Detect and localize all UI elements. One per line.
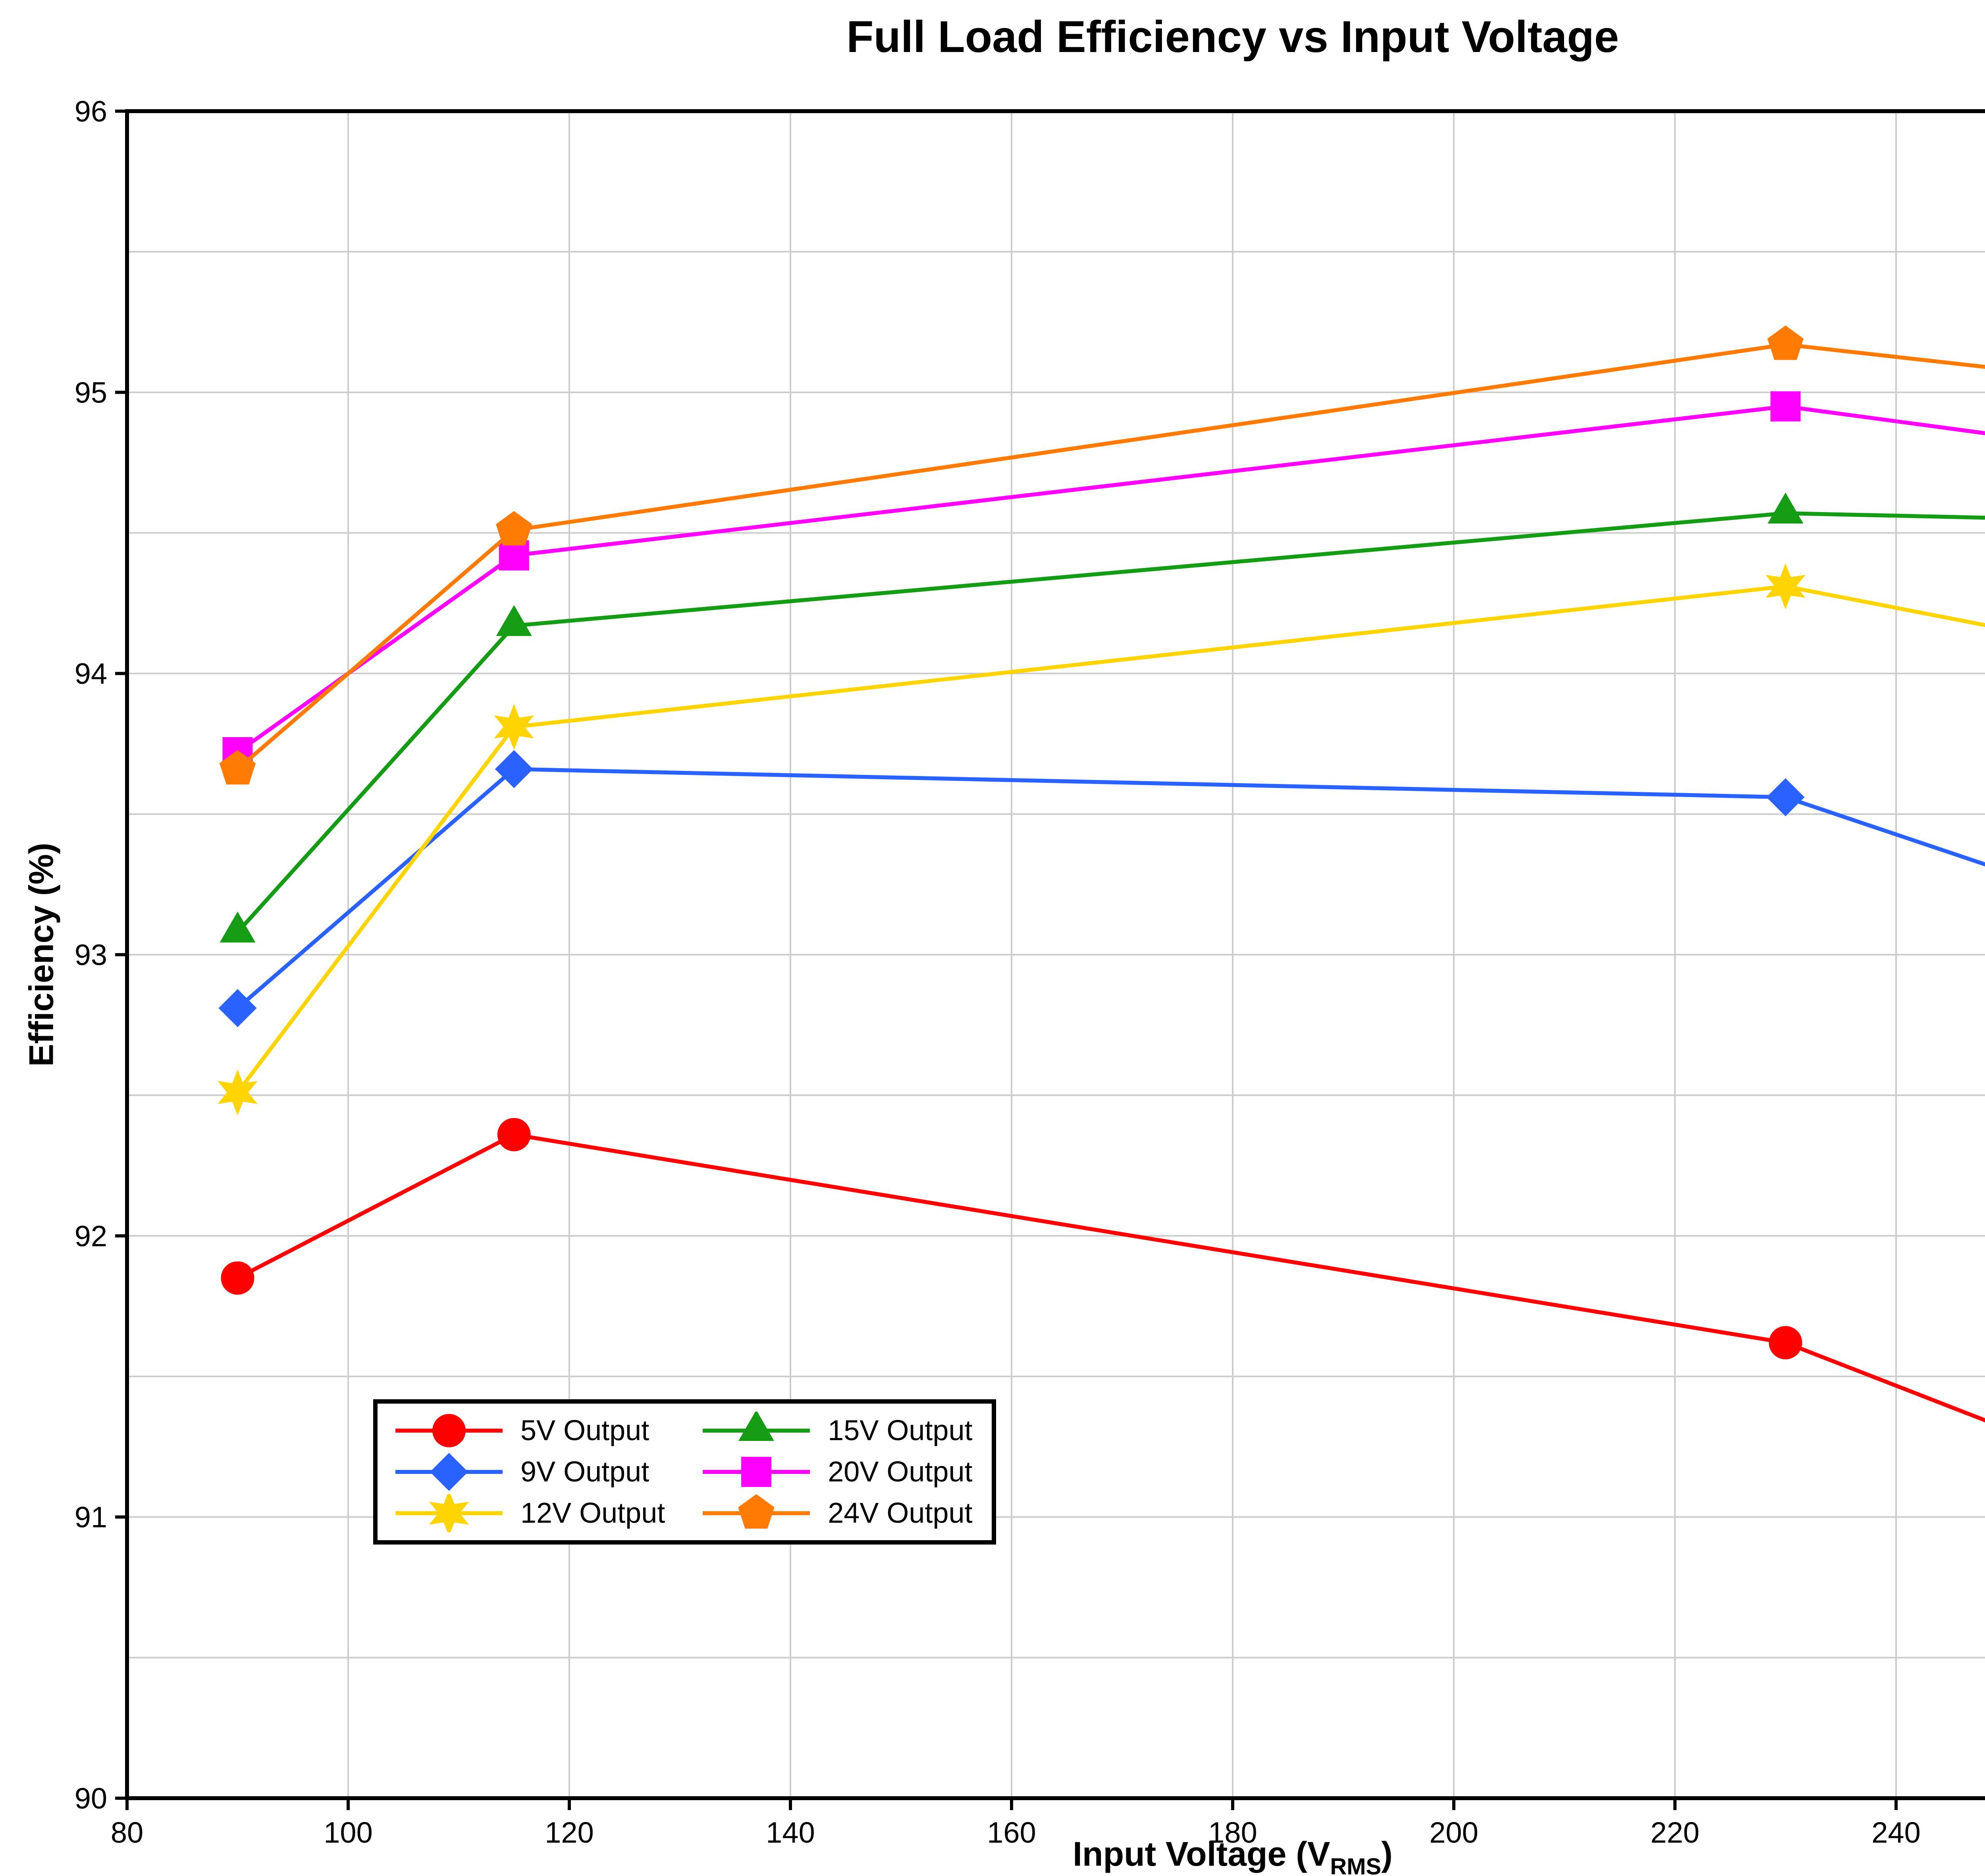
star-legend-marker-icon xyxy=(395,1494,503,1532)
x-tick-label: 100 xyxy=(324,1816,372,1849)
legend: 5V Output 9V Output 12V Output 15V Output 20… xyxy=(373,1399,996,1545)
y-tick-label: 92 xyxy=(75,1219,107,1252)
legend-item: 5V Output xyxy=(389,1412,665,1450)
legend-item: 9V Output xyxy=(389,1453,665,1491)
x-axis-label: Input Voltage (VRMS) xyxy=(127,1835,1985,1876)
x-tick-label: 120 xyxy=(545,1816,594,1849)
legend-item: 20V Output xyxy=(697,1453,973,1491)
series-5v-output xyxy=(221,1118,1985,1423)
pentagon-legend-marker-icon xyxy=(703,1494,810,1529)
x-axis-label-prefix: Input Voltage (V xyxy=(1073,1835,1330,1873)
x-axis-label-subscript: RMS xyxy=(1330,1854,1382,1876)
legend-label: 24V Output xyxy=(828,1497,973,1529)
y-tick-label: 96 xyxy=(75,95,107,128)
series-15v-output xyxy=(220,492,1985,943)
y-tick-label: 90 xyxy=(75,1782,107,1815)
legend-label: 15V Output xyxy=(828,1415,973,1446)
series-24v-output xyxy=(219,325,1985,785)
y-tick-label: 93 xyxy=(75,938,107,971)
series-9v-output xyxy=(218,750,1985,1027)
legend-item: 12V Output xyxy=(389,1494,665,1532)
legend-label: 20V Output xyxy=(828,1456,973,1488)
x-tick-label: 80 xyxy=(111,1816,143,1849)
chart-title: Full Load Efficiency vs Input Voltage xyxy=(846,12,1619,62)
y-tick-label: 94 xyxy=(75,657,107,690)
circle-legend-marker-icon xyxy=(395,1414,503,1447)
legend-item: 15V Output xyxy=(697,1412,973,1450)
legend-label: 9V Output xyxy=(520,1456,649,1488)
legend-label: 5V Output xyxy=(520,1415,649,1446)
square-legend-marker-icon xyxy=(703,1457,810,1487)
x-tick-label: 160 xyxy=(987,1816,1036,1849)
y-tick-label: 91 xyxy=(75,1501,107,1534)
x-tick-label: 180 xyxy=(1208,1816,1257,1849)
x-tick-label: 200 xyxy=(1429,1816,1478,1849)
x-tick-label: 240 xyxy=(1871,1816,1920,1849)
y-tick-label: 95 xyxy=(75,376,107,409)
series-12v-output xyxy=(218,563,1985,1116)
series-20v-output xyxy=(222,391,1985,767)
diamond-legend-marker-icon xyxy=(395,1453,503,1491)
legend-label: 12V Output xyxy=(520,1497,665,1529)
legend-item: 24V Output xyxy=(697,1494,973,1532)
triangle-legend-marker-icon xyxy=(703,1412,810,1441)
x-tick-label: 140 xyxy=(766,1816,815,1849)
x-tick-label: 220 xyxy=(1650,1816,1699,1849)
x-axis-label-suffix: ) xyxy=(1381,1835,1393,1873)
